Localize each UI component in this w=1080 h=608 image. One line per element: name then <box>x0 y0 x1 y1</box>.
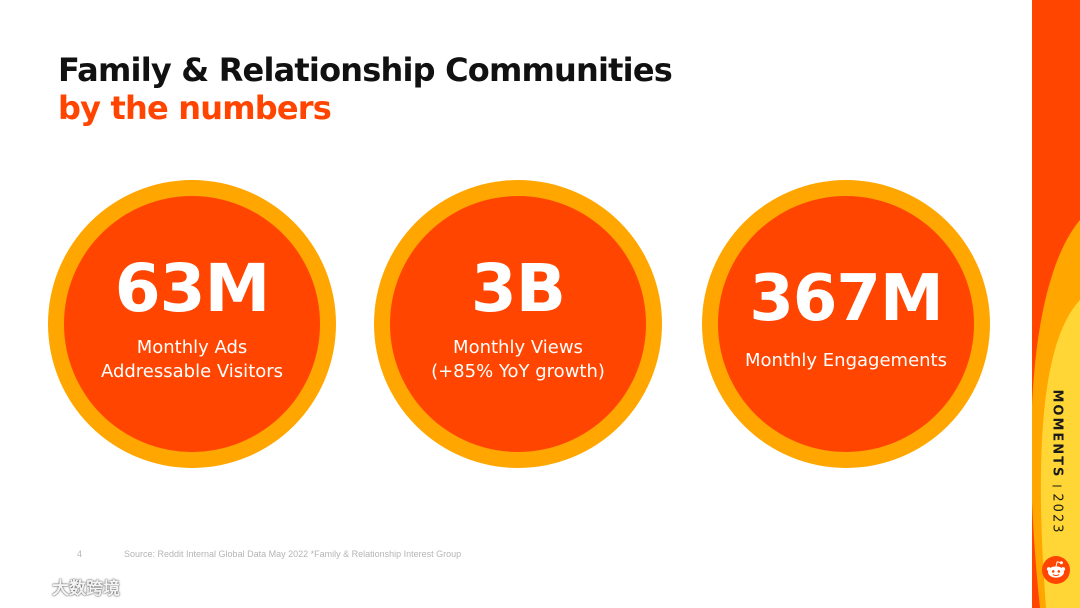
watermark-text: 大数跨境 <box>52 579 120 598</box>
badge-divider <box>1052 485 1062 487</box>
stat-value: 63M <box>114 249 271 327</box>
stat-circle-visitors: 63M Monthly Ads Addressable Visitors <box>48 180 336 468</box>
stat-label-line1: Monthly Ads <box>136 336 248 358</box>
moments-year: 2023 <box>1049 493 1065 535</box>
logo-mark-icon <box>9 579 44 594</box>
moments-badge: MOMENTS 2023 <box>1050 389 1065 534</box>
stat-circle-inner: 63M Monthly Ads Addressable Visitors <box>64 196 320 452</box>
slide-title-line1: Family & Relationship Communities <box>58 51 673 89</box>
slide-subtitle: by the numbers <box>58 88 332 127</box>
stat-circle-engagements: 367M Monthly Engagements <box>702 180 990 468</box>
stat-label: Monthly Engagements <box>745 349 947 373</box>
stat-label: Monthly Views (+85% YoY growth) <box>431 336 605 385</box>
slide-title: Family & Relationship Communities by the… <box>58 51 673 128</box>
stat-circle-inner: 367M Monthly Engagements <box>718 196 974 452</box>
stat-label-line2: Addressable Visitors <box>100 361 284 382</box>
side-decoration <box>1032 0 1080 608</box>
stat-circle-views: 3B Monthly Views (+85% YoY growth) <box>374 180 662 468</box>
stat-label: Monthly Ads Addressable Visitors <box>101 336 283 385</box>
watermark: 大数跨境 <box>8 574 120 599</box>
stat-circle-inner: 3B Monthly Views (+85% YoY growth) <box>390 196 646 452</box>
reddit-snoo-icon <box>1042 556 1070 584</box>
stat-label-line1: Monthly Engagements <box>745 349 947 371</box>
stat-label-line1: Monthly Views <box>453 336 583 358</box>
page-number: 4 <box>77 549 83 559</box>
stat-label-line2: (+85% YoY growth) <box>431 361 605 382</box>
stat-value: 367M <box>749 261 943 336</box>
source-note: Source: Reddit Internal Global Data May … <box>124 549 462 559</box>
stat-value: 3B <box>470 249 566 327</box>
moments-text: MOMENTS <box>1049 389 1065 479</box>
